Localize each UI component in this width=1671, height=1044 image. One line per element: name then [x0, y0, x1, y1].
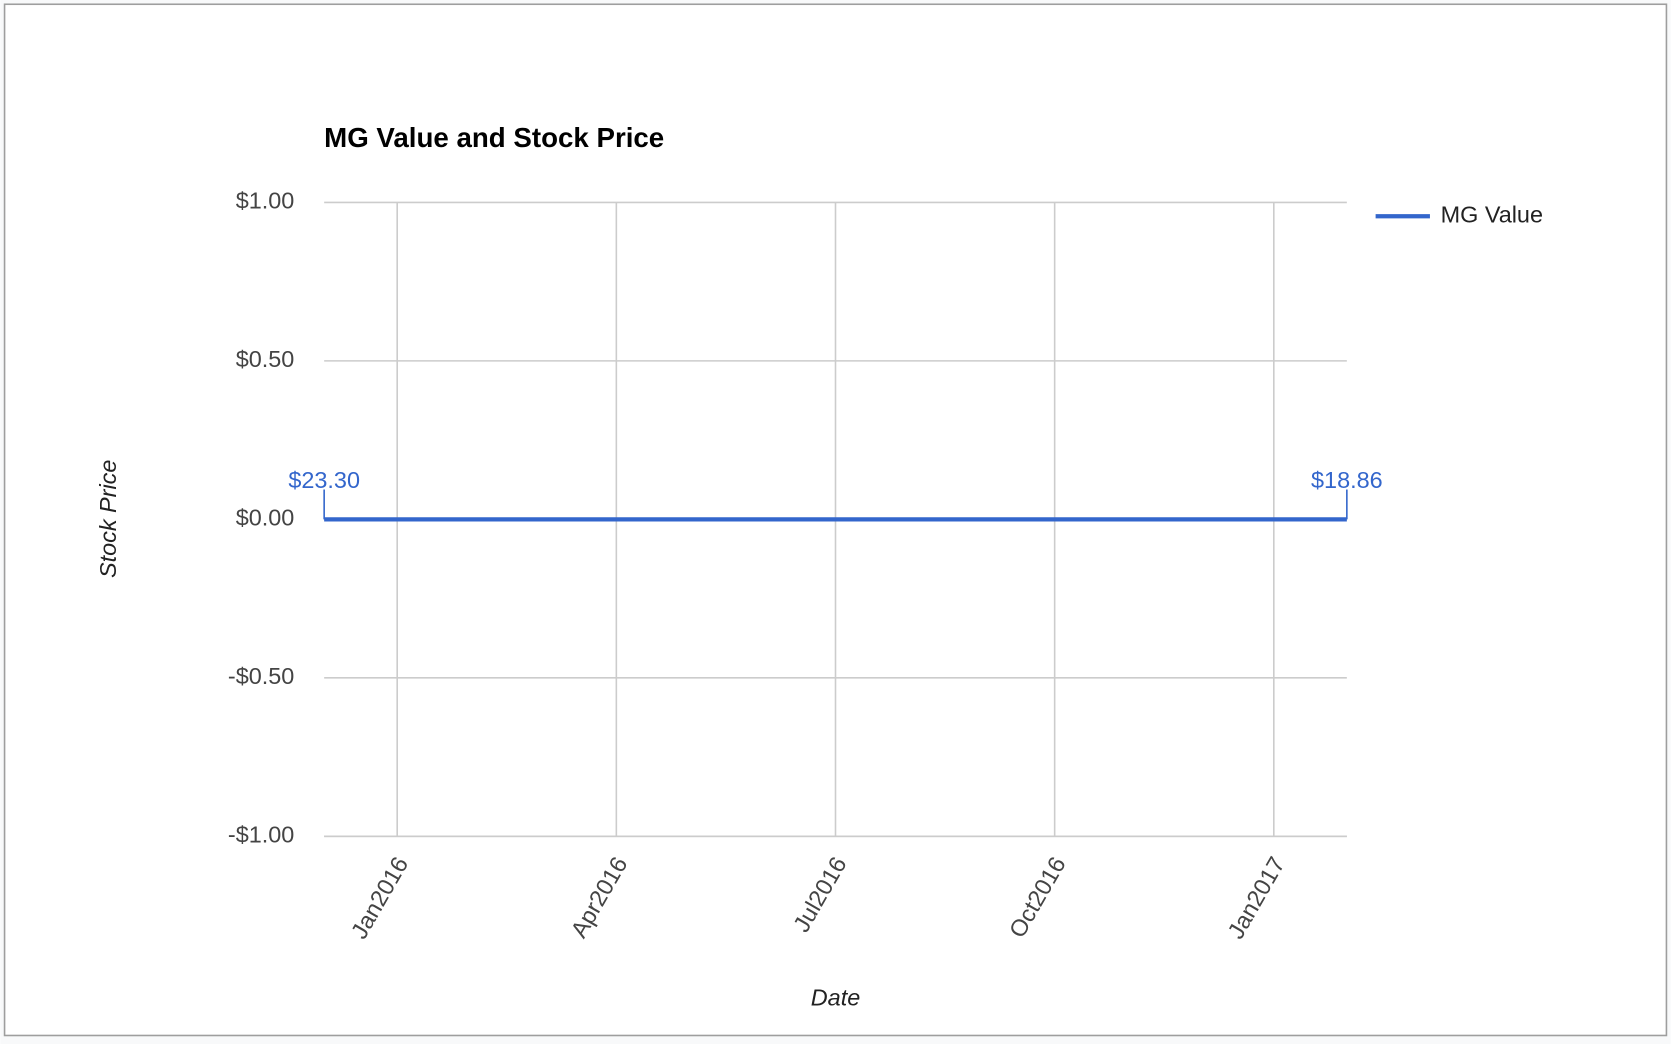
legend-label: MG Value — [1441, 201, 1543, 227]
annotation-label: $18.86 — [1311, 467, 1383, 493]
y-tick-label: -$1.00 — [228, 821, 294, 847]
annotation-label: $23.30 — [288, 467, 360, 493]
y-tick-label: $0.00 — [236, 505, 295, 531]
x-axis-label: Date — [811, 984, 860, 1010]
y-tick-label: -$0.50 — [228, 663, 294, 689]
y-axis-label: Stock Price — [95, 460, 121, 578]
chart-title: MG Value and Stock Price — [324, 122, 664, 153]
y-tick-label: $1.00 — [236, 188, 295, 214]
y-tick-label: $0.50 — [236, 346, 295, 372]
